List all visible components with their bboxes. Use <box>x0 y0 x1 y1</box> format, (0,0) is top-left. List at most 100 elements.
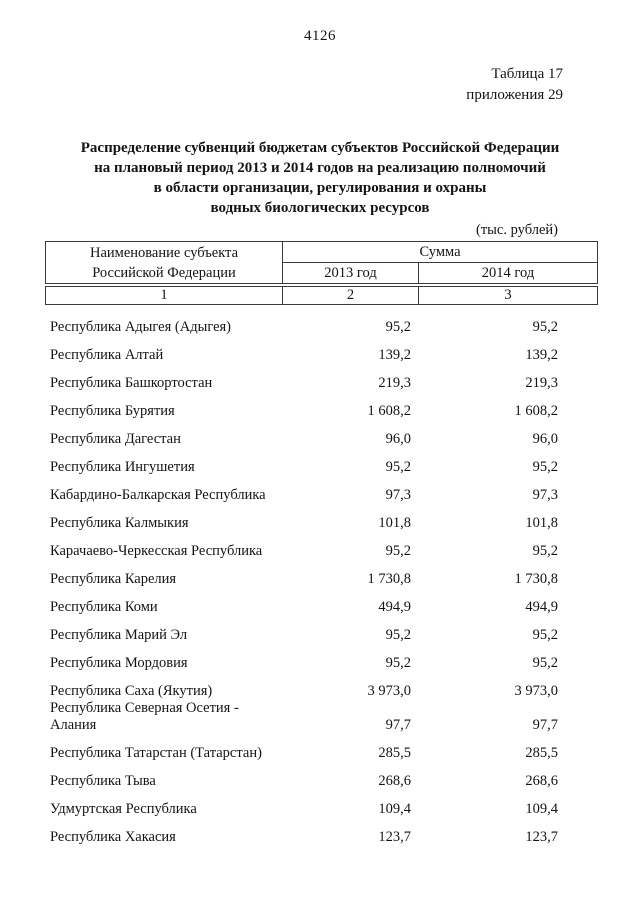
row-value-2013: 109,4 <box>378 801 411 817</box>
row-value-2013: 101,8 <box>378 515 411 531</box>
row-value-2013: 95,2 <box>385 319 411 335</box>
title-line-1: Распределение субвенций бюджетам субъект… <box>80 140 560 156</box>
table-row: Республика Калмыкия 101,8 101,8 <box>45 504 598 532</box>
row-value-2014: 123,7 <box>525 829 558 845</box>
row-value-2014: 95,2 <box>532 655 558 671</box>
subject-header-line-2: Российской Федерации <box>92 265 236 281</box>
row-subject-name: Республика Северная Осетия - Алания <box>50 700 239 733</box>
row-value-2014: 268,6 <box>525 773 558 789</box>
table-row: Карачаево-Черкесская Республика 95,2 95,… <box>45 532 598 560</box>
table-header: Наименование субъекта Российской Федерац… <box>45 241 598 284</box>
row-value-2014: 109,4 <box>525 801 558 817</box>
row-value-2013: 95,2 <box>385 459 411 475</box>
row-subject-name: Удмуртская Республика <box>50 801 197 817</box>
column-number-1: 1 <box>46 287 283 304</box>
row-value-2013: 97,3 <box>385 487 411 503</box>
row-value-2014: 219,3 <box>525 375 558 391</box>
row-subject-name: Республика Адыгея (Адыгея) <box>50 319 232 335</box>
row-subject-name: Республика Татарстан (Татарстан) <box>50 745 262 761</box>
row-value-2014: 95,2 <box>532 543 558 559</box>
title-line-4: водных биологических ресурсов <box>210 200 430 216</box>
subventions-table: Наименование субъекта Российской Федерац… <box>45 241 598 846</box>
column-number-3: 3 <box>504 287 512 303</box>
row-value-2014: 285,5 <box>525 745 558 761</box>
reference-block: Таблица 17 приложения 29 <box>0 64 563 106</box>
row-subject-name: Республика Тыва <box>50 773 156 789</box>
table-body: Республика Адыгея (Адыгея) 95,2 95,2 Рес… <box>45 308 598 846</box>
appendix-reference: приложения 29 <box>466 87 563 103</box>
table-reference: Таблица 17 <box>491 66 563 82</box>
table-row: Республика Бурятия 1 608,2 1 608,2 <box>45 392 598 420</box>
table-row: Республика Адыгея (Адыгея) 95,2 95,2 <box>45 308 598 336</box>
row-subject-name: Республика Хакасия <box>50 829 176 845</box>
row-value-2014: 101,8 <box>525 515 558 531</box>
row-value-2013: 1 608,2 <box>367 403 412 419</box>
table-row: Республика Дагестан 96,0 96,0 <box>45 420 598 448</box>
row-subject-name: Республика Калмыкия <box>50 515 189 531</box>
year-2013-header: 2013 год <box>283 263 419 283</box>
row-subject-name: Республика Башкортостан <box>50 375 213 391</box>
row-value-2014: 3 973,0 <box>514 683 559 699</box>
row-value-2013: 285,5 <box>378 745 411 761</box>
table-row: Республика Марий Эл 95,2 95,2 <box>45 616 598 644</box>
row-value-2014: 97,3 <box>532 487 558 503</box>
row-value-2014: 95,2 <box>532 459 558 475</box>
table-row: Республика Саха (Якутия) 3 973,0 3 973,0 <box>45 672 598 700</box>
row-subject-name: Республика Коми <box>50 599 158 615</box>
row-value-2013: 123,7 <box>378 829 411 845</box>
row-value-2014: 1 730,8 <box>514 571 559 587</box>
column-number-2: 2 <box>283 287 419 304</box>
row-subject-name: Республика Дагестан <box>50 431 181 447</box>
row-subject-name: Республика Алтай <box>50 347 164 363</box>
document-title: Распределение субвенций бюджетам субъект… <box>0 138 640 218</box>
title-line-3: в области организации, регулирования и о… <box>153 180 487 196</box>
table-row: Кабардино-Балкарская Республика 97,3 97,… <box>45 476 598 504</box>
row-value-2014: 96,0 <box>532 431 558 447</box>
row-value-2013: 95,2 <box>385 655 411 671</box>
table-row: Республика Татарстан (Татарстан) 285,5 2… <box>45 734 598 762</box>
subject-header-line-1: Наименование субъекта <box>89 245 239 261</box>
title-line-2: на плановый период 2013 и 2014 годов на … <box>94 160 546 176</box>
row-subject-name: Республика Саха (Якутия) <box>50 683 213 699</box>
table-row: Республика Карелия 1 730,8 1 730,8 <box>45 560 598 588</box>
row-subject-name: Республика Ингушетия <box>50 459 195 475</box>
row-value-2013: 1 730,8 <box>367 571 412 587</box>
row-value-2013: 95,2 <box>385 627 411 643</box>
row-value-2014: 95,2 <box>532 319 558 335</box>
row-value-2014: 494,9 <box>525 599 558 615</box>
table-row: Республика Мордовия 95,2 95,2 <box>45 644 598 672</box>
row-value-2013: 96,0 <box>385 431 411 447</box>
table-row: Республика Ингушетия 95,2 95,2 <box>45 448 598 476</box>
table-row: Республика Алтай 139,2 139,2 <box>45 336 598 364</box>
row-value-2013: 494,9 <box>378 599 411 615</box>
row-value-2013: 97,7 <box>385 717 411 733</box>
sum-group-header: Сумма <box>283 242 597 263</box>
page-number: 4126 <box>304 28 336 44</box>
table-row: Республика Башкортостан 219,3 219,3 <box>45 364 598 392</box>
units-note: (тыс. рублей) <box>476 222 558 238</box>
table-row: Республика Тыва 268,6 268,6 <box>45 762 598 790</box>
row-subject-name: Карачаево-Черкесская Республика <box>50 543 263 559</box>
subject-column-header: Наименование субъекта Российской Федерац… <box>46 242 283 283</box>
row-subject-name: Республика Бурятия <box>50 403 175 419</box>
table-row: Республика Хакасия 123,7 123,7 <box>45 818 598 846</box>
row-value-2013: 268,6 <box>378 773 411 789</box>
row-subject-name: Республика Карелия <box>50 571 177 587</box>
row-value-2014: 95,2 <box>532 627 558 643</box>
row-value-2014: 139,2 <box>525 347 558 363</box>
row-subject-name: Республика Мордовия <box>50 655 188 671</box>
table-row: Удмуртская Республика 109,4 109,4 <box>45 790 598 818</box>
table-row: Республика Коми 494,9 494,9 <box>45 588 598 616</box>
row-subject-name: Кабардино-Балкарская Республика <box>50 487 266 503</box>
row-value-2013: 95,2 <box>385 543 411 559</box>
table-row: Республика Северная Осетия - Алания 97,7… <box>45 700 598 734</box>
row-value-2014: 1 608,2 <box>514 403 559 419</box>
row-value-2013: 139,2 <box>378 347 411 363</box>
row-value-2014: 97,7 <box>532 717 558 733</box>
column-number-row: 1 2 3 <box>45 286 598 305</box>
year-2014-header: 2014 год <box>481 265 535 281</box>
row-subject-name: Республика Марий Эл <box>50 627 188 643</box>
row-value-2013: 219,3 <box>378 375 411 391</box>
row-value-2013: 3 973,0 <box>367 683 412 699</box>
